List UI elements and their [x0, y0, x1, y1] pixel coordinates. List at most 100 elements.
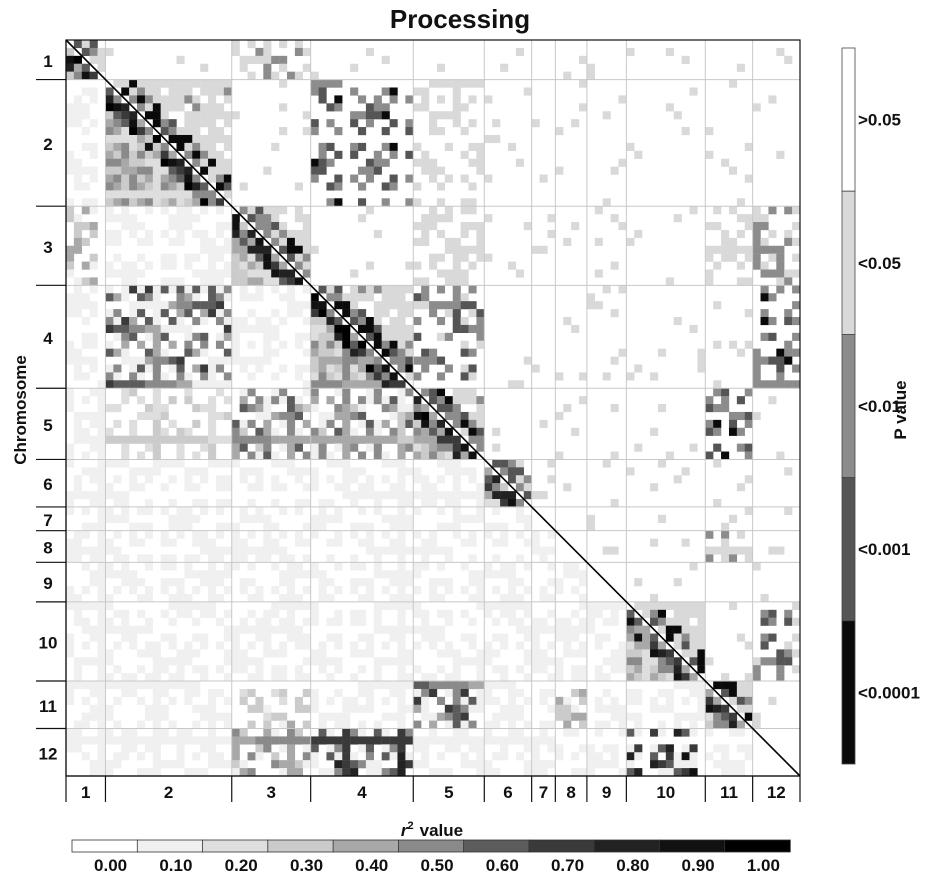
heatmap-cell	[736, 768, 745, 777]
heatmap-cell	[721, 388, 730, 397]
heatmap-cell	[318, 736, 327, 745]
heatmap-cell	[610, 617, 619, 626]
heatmap-cell	[255, 396, 264, 405]
heatmap-cell	[657, 768, 667, 777]
heatmap-cell	[381, 142, 390, 151]
heatmap-cell	[752, 245, 761, 254]
heatmap-cell	[602, 657, 611, 666]
heatmap-cell	[665, 760, 674, 769]
heatmap-cell	[192, 720, 201, 729]
heatmap-cell	[444, 467, 453, 476]
heatmap-cell	[452, 285, 461, 294]
heatmap-cell	[697, 356, 706, 365]
heatmap-cell	[358, 356, 367, 365]
diagonal-line	[65, 39, 801, 777]
heatmap-cell	[468, 142, 477, 151]
heatmap-cell	[66, 404, 75, 413]
heatmap-cell	[531, 245, 540, 254]
heatmap-cell	[476, 396, 485, 405]
heatmap-cell	[184, 285, 193, 294]
heatmap-cell	[215, 340, 225, 349]
heatmap-cell	[113, 269, 122, 278]
heatmap-cell	[231, 324, 240, 334]
heatmap-cell	[255, 293, 264, 302]
heatmap-cell	[294, 443, 303, 452]
heatmap-cell	[113, 475, 122, 484]
heatmap-cell	[350, 530, 359, 539]
heatmap-cell	[66, 728, 75, 737]
heatmap-cell	[476, 665, 485, 674]
heatmap-cell	[436, 593, 446, 603]
heatmap-cell	[263, 316, 272, 326]
heatmap-cell	[452, 681, 461, 690]
heatmap-cell	[168, 158, 177, 167]
heatmap-cell	[168, 127, 177, 136]
heatmap-cell	[121, 158, 130, 167]
heatmap-cell	[334, 633, 343, 642]
heatmap-cell	[168, 681, 177, 690]
heatmap-cell	[484, 688, 493, 698]
heatmap-cell	[721, 688, 730, 698]
heatmap-cell	[152, 301, 161, 310]
heatmap-cell	[555, 578, 564, 587]
heatmap-cell	[547, 673, 556, 682]
heatmap-cell	[200, 475, 209, 484]
r2-swatch	[397, 839, 465, 853]
heatmap-cell	[215, 475, 225, 484]
heatmap-cell	[429, 688, 438, 698]
heatmap-cell	[208, 372, 217, 381]
heatmap-cell	[294, 665, 303, 674]
heatmap-cell	[239, 269, 248, 278]
heatmap-cell	[350, 760, 359, 769]
heatmap-cell	[160, 95, 169, 104]
heatmap-cell	[66, 309, 75, 318]
heatmap-cell	[697, 649, 706, 658]
heatmap-cell	[507, 720, 517, 729]
heatmap-cell	[160, 538, 169, 547]
heatmap-cell	[113, 546, 122, 555]
heatmap-cell	[452, 411, 461, 421]
heatmap-cell	[618, 95, 627, 104]
heatmap-cell	[129, 522, 138, 531]
heatmap-cell	[192, 253, 201, 262]
heatmap-cell	[484, 720, 493, 729]
heatmap-cell	[152, 443, 161, 452]
heatmap-cell	[476, 681, 485, 690]
heatmap-cell	[231, 427, 240, 436]
heatmap-cell	[326, 459, 335, 468]
heatmap-cell	[200, 245, 209, 254]
heatmap-cell	[97, 752, 106, 761]
heatmap-cell	[571, 324, 580, 334]
heatmap-cell	[294, 237, 303, 246]
heatmap-cell	[586, 752, 595, 761]
heatmap-cell	[539, 736, 548, 745]
heatmap-cell	[752, 364, 761, 373]
heatmap-cell	[342, 483, 351, 492]
heatmap-cell	[286, 578, 296, 587]
heatmap-cell	[358, 649, 367, 658]
heatmap-cell	[168, 522, 177, 531]
heatmap-cell	[381, 348, 390, 357]
heatmap-cell	[200, 570, 209, 579]
heatmap-cell	[73, 372, 82, 381]
p-value-label: >0.05	[858, 111, 901, 130]
heatmap-cell	[152, 641, 161, 650]
heatmap-cell	[650, 696, 659, 705]
heatmap-cell	[184, 190, 193, 199]
heatmap-cell	[89, 277, 98, 286]
heatmap-cell	[405, 411, 414, 421]
heatmap-cell	[121, 356, 130, 365]
heatmap-cell	[302, 404, 311, 413]
heatmap-cell	[105, 158, 114, 167]
heatmap-cell	[223, 736, 232, 745]
heatmap-cell	[255, 633, 264, 642]
heatmap-cell	[129, 87, 138, 96]
heatmap-cell	[634, 752, 643, 761]
heatmap-cell	[176, 736, 185, 745]
heatmap-cell	[144, 673, 154, 682]
column-labels: 1 2 3 4 5 6 7 8 9 10 11 12	[66, 775, 801, 802]
heatmap-cell	[539, 760, 548, 769]
heatmap-cell	[484, 641, 493, 650]
heatmap-cell	[73, 601, 82, 610]
heatmap-cell	[184, 127, 193, 136]
